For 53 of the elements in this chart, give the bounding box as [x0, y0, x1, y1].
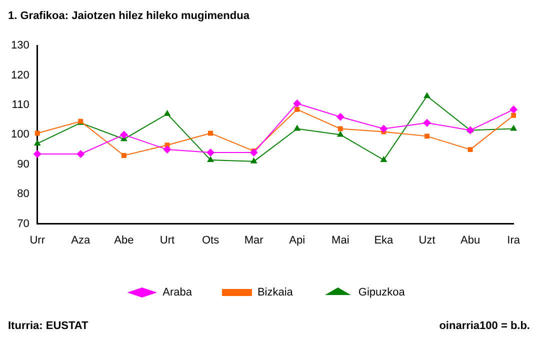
point	[510, 124, 518, 131]
point	[338, 126, 343, 132]
point	[208, 130, 213, 136]
x-tick-label: Api	[289, 234, 306, 246]
point	[164, 110, 171, 116]
x-tick-label: Urt	[160, 234, 175, 246]
text: oinarria100 = b.b.	[439, 320, 530, 332]
x-tick-label: Mar	[244, 234, 264, 246]
x-tick-label: Abu	[460, 234, 480, 246]
point	[294, 106, 300, 112]
y-tick-label: 100	[10, 128, 30, 141]
point	[424, 134, 430, 139]
point	[76, 150, 85, 158]
point	[424, 92, 430, 98]
y-tick-label: 70	[17, 218, 30, 230]
x-tick-label: Urr	[30, 234, 46, 246]
point	[34, 130, 40, 136]
point	[336, 112, 344, 121]
point	[380, 124, 388, 133]
x-tick-label: Ots	[202, 234, 220, 246]
point	[468, 147, 473, 152]
point	[206, 148, 215, 157]
x-tick-label: Mai	[332, 234, 350, 246]
point	[121, 153, 126, 158]
chart-title: 1. Grafikoa: Jaiotzen hilez hileko mugimendua	[8, 9, 250, 24]
point	[380, 156, 388, 162]
x-tick-label: Eka	[374, 234, 394, 246]
x-tick-label: Aza	[71, 234, 91, 246]
legend-label: Gipuzkoa	[358, 286, 406, 299]
y-tick-label: 110	[12, 99, 30, 112]
x-tick-label: Uzt	[418, 234, 436, 246]
x-tick-label: Abe	[114, 234, 134, 246]
point	[163, 146, 172, 154]
point	[511, 112, 516, 118]
point	[250, 157, 258, 164]
text: Iturria: EUSTAT	[8, 320, 88, 332]
point	[33, 150, 42, 158]
point	[293, 100, 302, 108]
point	[34, 140, 41, 146]
y-tick-label: 130	[10, 40, 30, 52]
point	[120, 130, 128, 139]
point	[422, 118, 431, 127]
point	[250, 148, 258, 157]
y-tick-label: 120	[10, 69, 30, 82]
legend-label: Bizkaia	[257, 286, 294, 299]
point	[207, 156, 214, 162]
y-tick-label: 90	[17, 158, 30, 170]
x-tick-label: Ira	[507, 234, 521, 246]
legend-label: Araba	[162, 286, 193, 299]
point	[510, 105, 518, 114]
point	[294, 124, 301, 131]
y-tick-label: 80	[17, 188, 30, 200]
point	[336, 130, 344, 137]
